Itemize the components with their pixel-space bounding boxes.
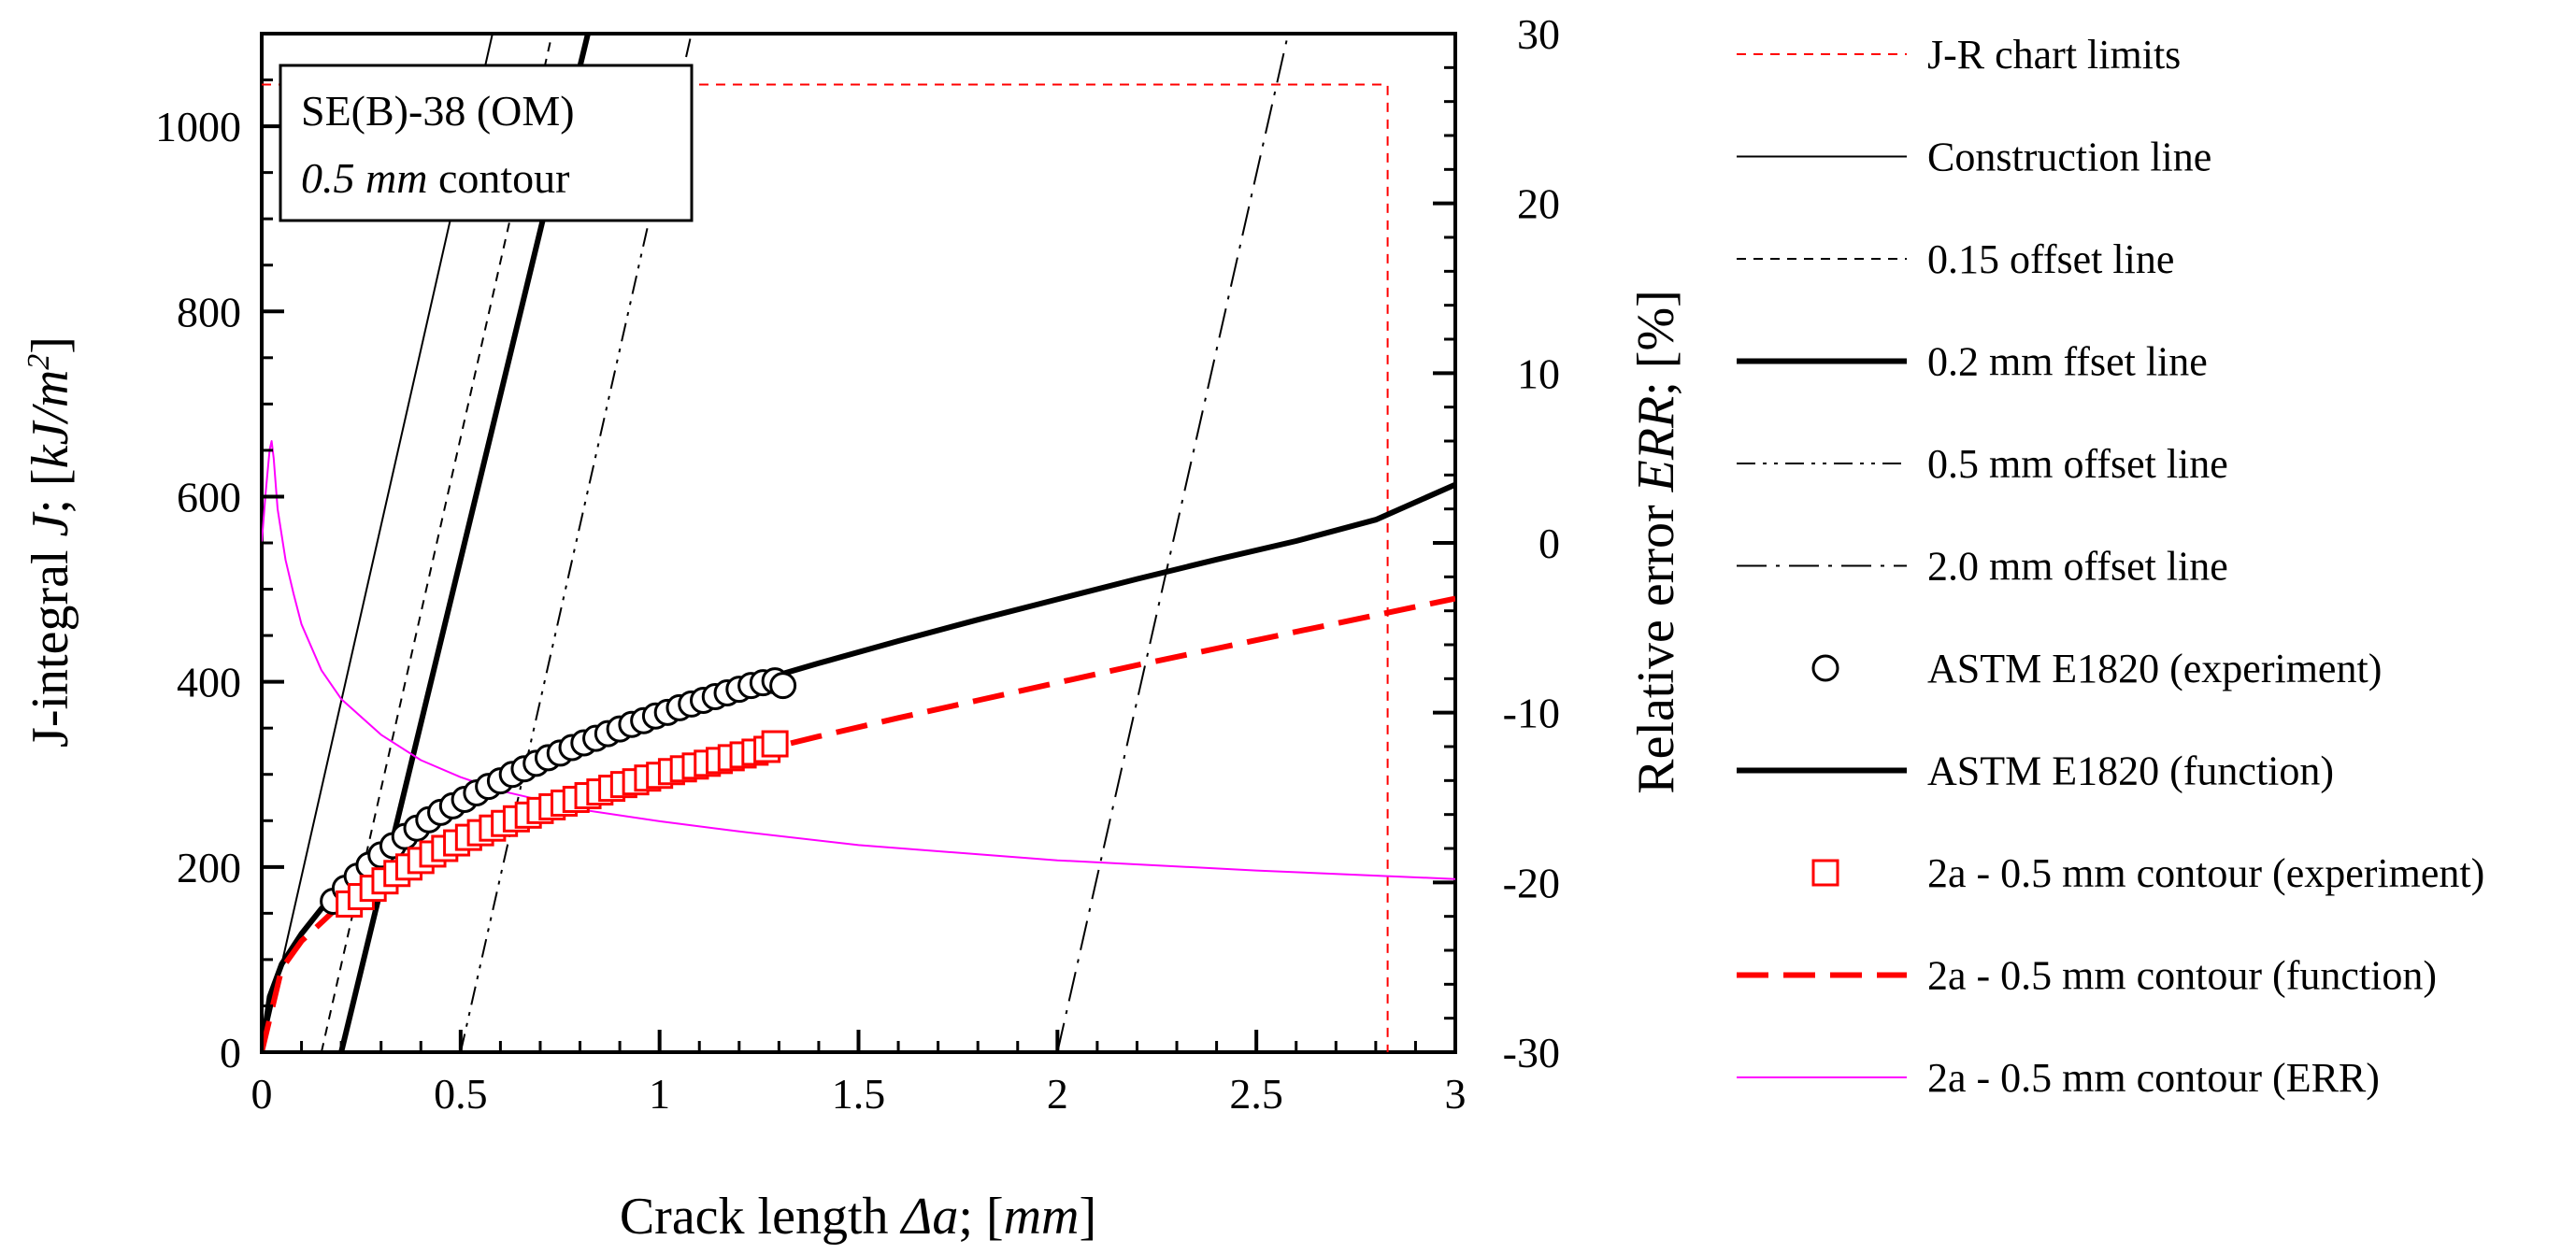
y-axis-title-close: ]: [21, 336, 79, 354]
y-axis-title: J-integral J; [kJ/m2]: [21, 336, 79, 748]
plot-markers: [320, 667, 797, 918]
y-axis-title-unit: kJ/m: [21, 370, 79, 469]
x-axis-title-unit: mm: [1004, 1188, 1080, 1246]
y-tick-label: 800: [177, 288, 241, 335]
legend-marker: [1811, 859, 1839, 887]
y-tick-label: 200: [177, 844, 241, 891]
legend-label: 2a - 0.5 mm contour (ERR): [1927, 1055, 2380, 1101]
x-axis-title-prefix: Crack length: [620, 1188, 902, 1246]
y2-tick-label: 0: [1538, 520, 1560, 567]
legend-label: ASTM E1820 (function): [1927, 748, 2334, 794]
y-tick-label: 400: [177, 659, 241, 706]
x-axis-title-symbol: Δa: [900, 1188, 959, 1246]
x-tick-label: 3: [1445, 1070, 1467, 1118]
legend-item-0-15-offset-line: 0.15 offset line: [1737, 236, 2174, 282]
legend-label: Construction line: [1927, 135, 2211, 180]
y-axis-title-sep: ; [: [21, 468, 79, 513]
legend-item-astm-e1820-function: ASTM E1820 (function): [1737, 748, 2334, 794]
legend-label: ASTM E1820 (experiment): [1927, 646, 2382, 691]
y2-axis-title-suffix: ; [%]: [1627, 290, 1685, 396]
legend-item-2a-0-5-mm-contour-err: 2a - 0.5 mm contour (ERR): [1737, 1055, 2380, 1101]
legend-label: 2a - 0.5 mm contour (experiment): [1927, 850, 2484, 896]
legend-label: 0.15 offset line: [1927, 236, 2174, 282]
y2-axis-title-prefix: Relative error: [1627, 492, 1685, 793]
x-tick-label: 0: [251, 1070, 273, 1118]
series-2a-0-5-mm-contour-function: [262, 595, 1455, 1052]
annotation-line-2: 0.5 mm contour: [301, 154, 569, 202]
x-axis-title: Crack length Δa; [mm]: [620, 1188, 1096, 1246]
x-tick-label: 0.5: [434, 1070, 488, 1118]
legend-label: 2a - 0.5 mm contour (function): [1927, 953, 2437, 999]
legend-label: 0.2 mm ffset line: [1927, 339, 2208, 385]
y2-tick-label: 10: [1517, 349, 1560, 397]
y2-tick-label: 20: [1517, 180, 1560, 228]
marker-astm-e1820-experiment: [769, 672, 797, 700]
y2-tick-label: -30: [1503, 1029, 1560, 1076]
legend-item-2a-0-5-mm-contour-function: 2a - 0.5 mm contour (function): [1737, 953, 2437, 999]
annotation-line-2-rest: contour: [427, 154, 569, 202]
y-axis-title-sup: 2: [21, 354, 56, 370]
x-tick-label: 1: [649, 1070, 670, 1118]
y-tick-label: 1000: [155, 103, 241, 150]
y2-axis-title-symbol: ERR: [1627, 396, 1685, 493]
y-tick-label: 600: [177, 473, 241, 520]
legend-item-2a-0-5-mm-contour-experiment: 2a - 0.5 mm contour (experiment): [1811, 850, 2484, 896]
legend-item-0-2-mm-ffset-line: 0.2 mm ffset line: [1737, 339, 2208, 385]
x-axis-title-close: ]: [1080, 1188, 1097, 1246]
marker-2a-0-5-mm-contour-experiment: [761, 730, 789, 758]
x-tick-label: 2.5: [1229, 1070, 1283, 1118]
legend-marker: [1811, 654, 1839, 682]
y2-tick-label: -10: [1503, 690, 1560, 737]
annotation-box: SE(B)-38 (OM) 0.5 mm contour: [279, 64, 694, 222]
legend-item-astm-e1820-experiment: ASTM E1820 (experiment): [1811, 646, 2382, 691]
legend-label: 2.0 mm offset line: [1927, 544, 2228, 590]
y2-tick-label: 30: [1517, 10, 1560, 58]
axes-ticks: 0 0.5 1 1.5 2 2.5 302004006008001000-30-20-100…: [155, 10, 1560, 1118]
legend-label: J-R chart limits: [1927, 32, 2181, 78]
y-tick-label: 0: [220, 1029, 241, 1076]
legend-label: 0.5 mm offset line: [1927, 441, 2228, 487]
x-axis-title-sep: ; [: [958, 1188, 1003, 1246]
y2-axis-title: Relative error ERR; [%]: [1627, 290, 1685, 794]
legend-item-2-0-mm-offset-line: 2.0 mm offset line: [1737, 544, 2228, 590]
x-tick-label: 2: [1047, 1070, 1068, 1118]
y2-tick-label: -20: [1503, 859, 1560, 906]
series-0-5-mm-offset-line: [459, 34, 693, 1052]
series-2-0-mm-offset-line: [1056, 34, 1290, 1052]
y-axis-title-symbol: J: [21, 510, 79, 536]
legend-item-j-r-chart-limits: J-R chart limits: [1737, 32, 2181, 78]
legend-item-construction-line: Construction line: [1737, 135, 2211, 180]
annotation-line-1: SE(B)-38 (OM): [301, 87, 575, 135]
legend: J-R chart limits Construction line 0.15 of…: [1737, 32, 2484, 1101]
legend-item-0-5-mm-offset-line: 0.5 mm offset line: [1737, 441, 2228, 487]
y-axis-title-prefix: J-integral: [21, 536, 79, 747]
x-tick-label: 1.5: [832, 1070, 886, 1118]
annotation-line-2-italic: 0.5 mm: [301, 154, 427, 202]
